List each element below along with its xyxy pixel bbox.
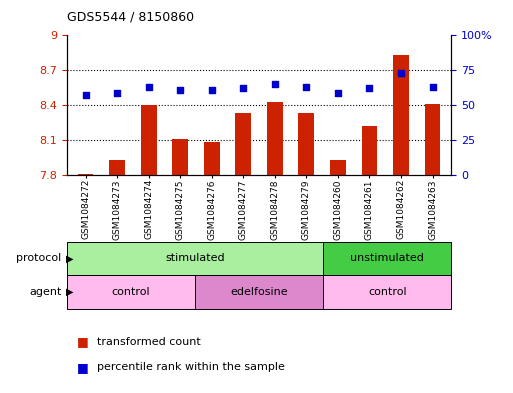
Bar <box>78 174 93 175</box>
Point <box>271 81 279 87</box>
Bar <box>67 275 195 309</box>
Text: transformed count: transformed count <box>97 337 201 347</box>
Bar <box>195 275 323 309</box>
Text: GDS5544 / 8150860: GDS5544 / 8150860 <box>67 11 194 24</box>
Point <box>302 84 310 90</box>
Bar <box>235 113 251 175</box>
Point <box>145 84 153 90</box>
Point <box>428 84 437 90</box>
Bar <box>362 126 378 175</box>
Point <box>334 90 342 96</box>
Point <box>82 92 90 99</box>
Text: edelfosine: edelfosine <box>230 287 288 297</box>
Bar <box>141 105 156 175</box>
Bar <box>323 275 451 309</box>
Text: ■: ■ <box>77 361 89 374</box>
Text: ▶: ▶ <box>66 287 74 297</box>
Point <box>239 85 247 92</box>
Text: unstimulated: unstimulated <box>350 253 424 263</box>
Point <box>365 85 373 92</box>
Point <box>208 86 216 93</box>
Text: stimulated: stimulated <box>165 253 225 263</box>
Bar <box>330 160 346 175</box>
Text: control: control <box>111 287 150 297</box>
Bar <box>204 142 220 175</box>
Text: protocol: protocol <box>16 253 62 263</box>
Bar <box>299 113 314 175</box>
Text: ■: ■ <box>77 335 89 349</box>
Bar <box>267 102 283 175</box>
Text: percentile rank within the sample: percentile rank within the sample <box>97 362 285 373</box>
Point <box>176 86 184 93</box>
Text: agent: agent <box>29 287 62 297</box>
Bar <box>393 55 409 175</box>
Bar <box>425 104 440 175</box>
Text: control: control <box>368 287 407 297</box>
Text: ▶: ▶ <box>66 253 74 263</box>
Point <box>113 90 121 96</box>
Bar <box>67 242 323 275</box>
Bar <box>323 242 451 275</box>
Bar <box>172 139 188 175</box>
Point <box>397 70 405 76</box>
Bar <box>109 160 125 175</box>
